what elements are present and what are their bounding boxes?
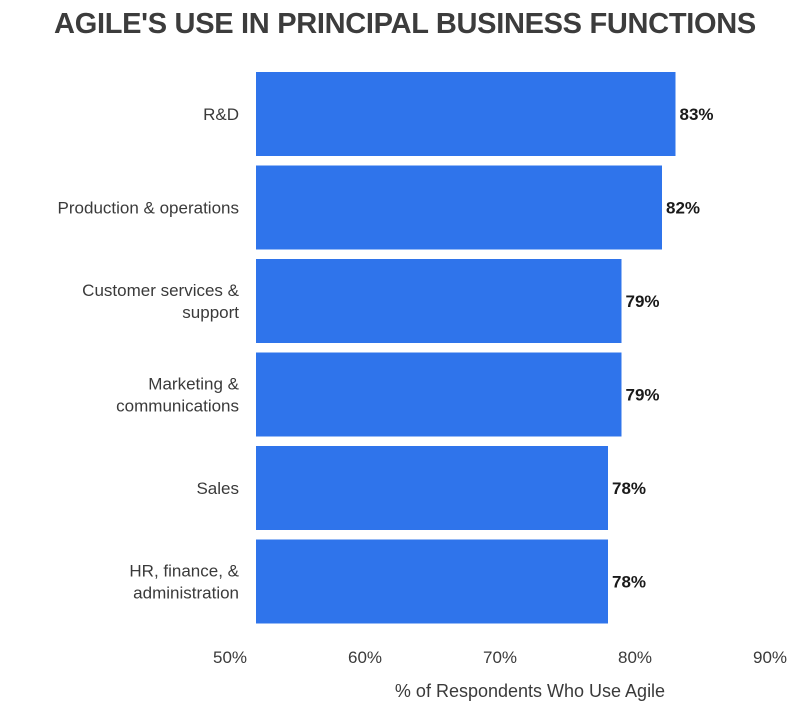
x-tick-label-4: 80% (618, 648, 652, 667)
value-label-4: 79% (626, 386, 660, 405)
bar-4 (256, 352, 622, 437)
x-tick-label-2: 60% (348, 648, 382, 667)
bar-6 (256, 539, 608, 624)
category-label-4: Marketing & communications (116, 375, 239, 416)
x-tick-label-5: 90% (753, 648, 787, 667)
bar-1 (256, 72, 676, 156)
value-label-5: 78% (612, 479, 646, 498)
category-label-line: Sales (196, 479, 239, 498)
category-label-line: communications (116, 397, 239, 416)
category-label-line: R&D (203, 105, 239, 124)
x-tick-label-1: 50% (213, 648, 247, 667)
x-axis-title: % of Respondents Who Use Agile (395, 681, 665, 701)
value-label-2: 82% (666, 199, 700, 218)
category-label-line: HR, finance, & (129, 562, 239, 581)
category-label-2: Production & operations (58, 199, 239, 218)
chart-title: AGILE'S USE IN PRINCIPAL BUSINESS FUNCTI… (54, 8, 756, 40)
x-tick-label-3: 70% (483, 648, 517, 667)
category-label-5: Sales (196, 479, 239, 498)
category-label-line: Customer services & (82, 281, 239, 300)
category-label-line: support (182, 303, 239, 322)
category-label-6: HR, finance, & administration (129, 562, 239, 603)
category-label-line: Marketing & (148, 375, 239, 394)
bar-2 (256, 165, 662, 250)
bar-3 (256, 259, 622, 343)
value-label-3: 79% (626, 292, 660, 311)
category-label-line: Production & operations (58, 199, 239, 218)
value-label-1: 83% (680, 105, 714, 124)
category-label-line: administration (133, 584, 239, 603)
category-label-3: Customer services & support (82, 281, 239, 322)
bar-5 (256, 446, 608, 530)
value-label-6: 78% (612, 573, 646, 592)
category-label-1: R&D (203, 105, 239, 124)
